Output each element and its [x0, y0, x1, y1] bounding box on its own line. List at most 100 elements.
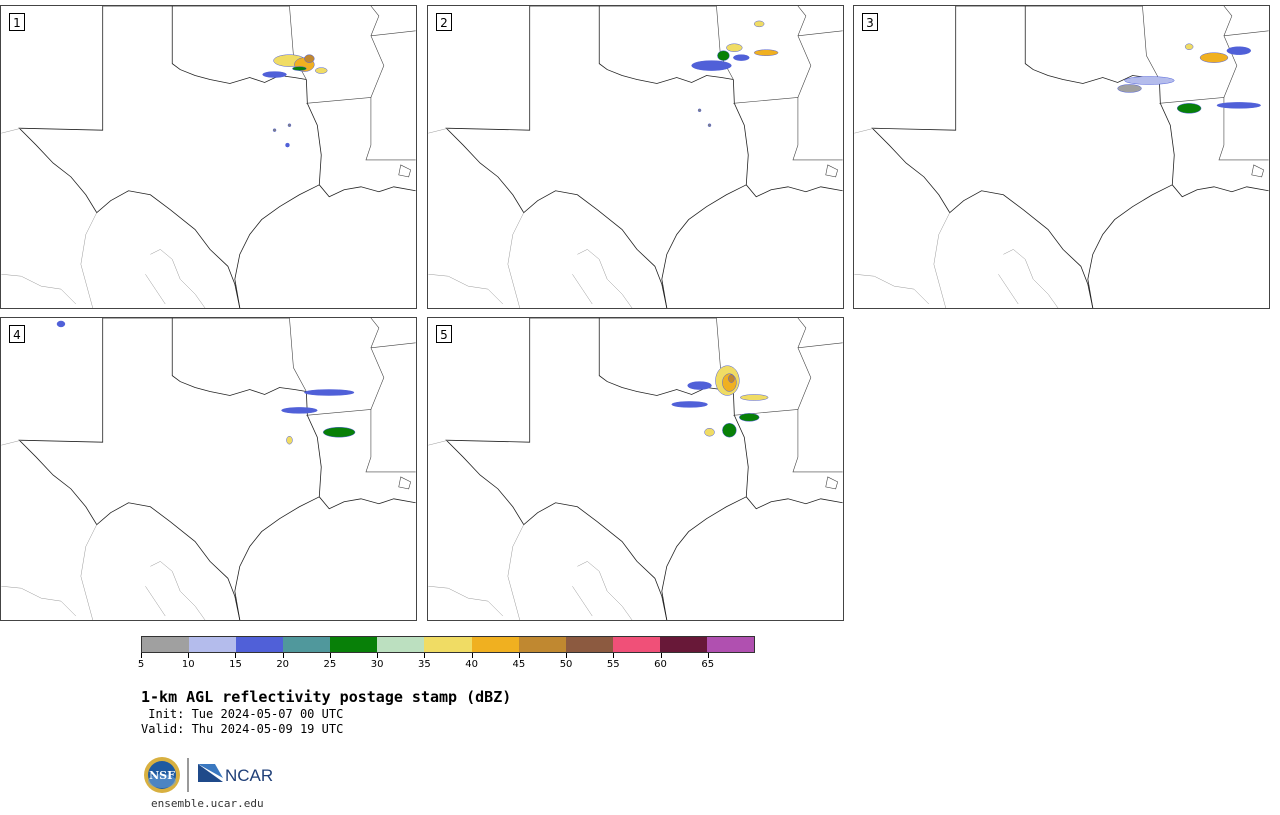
- colorbar-tick: [660, 653, 662, 658]
- border-line: [1142, 6, 1160, 80]
- panel-number: 3: [862, 13, 878, 31]
- border-line: [398, 164, 412, 178]
- border-line: [370, 318, 416, 410]
- reflectivity-cell: [281, 407, 318, 414]
- border-line: [428, 127, 504, 305]
- border-line: [1, 127, 77, 305]
- reflectivity-cell: [56, 320, 66, 328]
- nsf-logo-text: NSF: [149, 769, 175, 782]
- init-time: Init: Tue 2024-05-07 00 UTC: [141, 707, 344, 721]
- reflectivity-cell: [740, 394, 769, 401]
- colorbar-segment: [659, 637, 707, 652]
- reflectivity-cell: [753, 20, 765, 28]
- border-line: [854, 127, 930, 305]
- reflectivity-cell: [322, 427, 356, 438]
- ncar-logo-text: NCAR: [225, 766, 273, 785]
- reflectivity-cell: [1226, 46, 1251, 55]
- border-line: [18, 318, 290, 620]
- reflectivity-layer: [671, 365, 769, 438]
- colorbar-segment: [377, 637, 425, 652]
- site-url: ensemble.ucar.edu: [151, 797, 264, 810]
- colorbar-tick-label: 60: [654, 659, 667, 670]
- colorbar-segment: [330, 637, 378, 652]
- border-line: [445, 318, 717, 620]
- reflectivity-cell: [1199, 52, 1229, 63]
- reflectivity-cell: [722, 423, 737, 438]
- border-line: [598, 6, 734, 84]
- reflectivity-cell: [671, 401, 708, 408]
- border-line: [871, 6, 1143, 308]
- border-line: [1159, 97, 1269, 161]
- map-borders: [428, 318, 843, 620]
- colorbar-tick: [471, 653, 473, 658]
- border-line: [305, 79, 416, 198]
- colorbar-tick-label: 50: [559, 659, 573, 670]
- colorbar-segment: [612, 637, 660, 652]
- colorbar-segment: [424, 637, 472, 652]
- border-line: [572, 561, 633, 620]
- valid-time: Valid: Thu 2024-05-09 19 UTC: [141, 722, 344, 736]
- colorbar-tick: [613, 653, 615, 658]
- reflectivity-cell: [728, 374, 735, 383]
- border-line: [507, 212, 524, 308]
- reflectivity-cell: [285, 142, 290, 148]
- reflectivity-cell: [687, 381, 712, 390]
- colorbar-tick-label: 55: [606, 659, 620, 670]
- colorbar-ticks: 5 10 15 20 25 30 35 40 45 50 55 60 65: [138, 653, 755, 673]
- reflectivity-cell: [304, 54, 315, 63]
- reflectivity-colorbar: [141, 636, 755, 653]
- border-line: [289, 318, 307, 392]
- border-line: [234, 184, 320, 308]
- reflectivity-cell: [272, 128, 277, 132]
- member-panel-2: 2: [427, 5, 844, 309]
- border-line: [797, 6, 843, 98]
- reflectivity-cell: [1176, 103, 1202, 114]
- border-line: [1223, 6, 1269, 98]
- reflectivity-cell: [286, 435, 293, 445]
- colorbar-tick: [329, 653, 331, 658]
- colorbar-tick-label: 40: [465, 659, 478, 670]
- reflectivity-cell: [1117, 84, 1142, 93]
- logos: NSF NCAR: [144, 757, 273, 793]
- reflectivity-layer: [262, 54, 328, 148]
- border-line: [80, 524, 97, 620]
- reflectivity-cell: [1216, 102, 1261, 109]
- colorbar-tick-label: 20: [276, 659, 290, 670]
- colorbar-tick-label: 65: [701, 659, 715, 670]
- colorbar-tick-label: 45: [512, 659, 526, 670]
- colorbar-tick: [235, 653, 237, 658]
- reflectivity-cell: [691, 60, 732, 71]
- colorbar-tick: [424, 653, 426, 658]
- border-line: [1024, 6, 1160, 84]
- reflectivity-layer: [56, 320, 356, 445]
- reflectivity-cell: [733, 54, 750, 61]
- reflectivity-cell: [707, 123, 712, 127]
- border-line: [933, 212, 950, 308]
- panel-number: 4: [9, 325, 25, 343]
- reflectivity-cell: [726, 43, 743, 52]
- border-line: [825, 476, 839, 490]
- colorbar-tick-label: 10: [181, 659, 195, 670]
- border-line: [507, 524, 524, 620]
- reflectivity-cell: [315, 67, 328, 74]
- border-line: [428, 439, 504, 617]
- reflectivity-cell: [304, 389, 355, 396]
- map-borders: [1, 318, 416, 620]
- border-line: [398, 476, 412, 490]
- border-line: [306, 97, 416, 161]
- colorbar-tick: [282, 653, 284, 658]
- colorbar-segment: [518, 637, 566, 652]
- map-borders: [1, 6, 416, 308]
- border-line: [733, 409, 843, 473]
- colorbar-segment: [283, 637, 331, 652]
- border-line: [797, 318, 843, 410]
- colorbar-segment: [142, 637, 190, 652]
- border-line: [145, 249, 206, 308]
- border-line: [1251, 164, 1265, 178]
- colorbar-tick: [518, 653, 520, 658]
- reflectivity-layer: [691, 20, 779, 127]
- border-line: [305, 391, 416, 510]
- member-panel-1: 1: [0, 5, 417, 309]
- border-line: [306, 409, 416, 473]
- border-line: [370, 6, 416, 98]
